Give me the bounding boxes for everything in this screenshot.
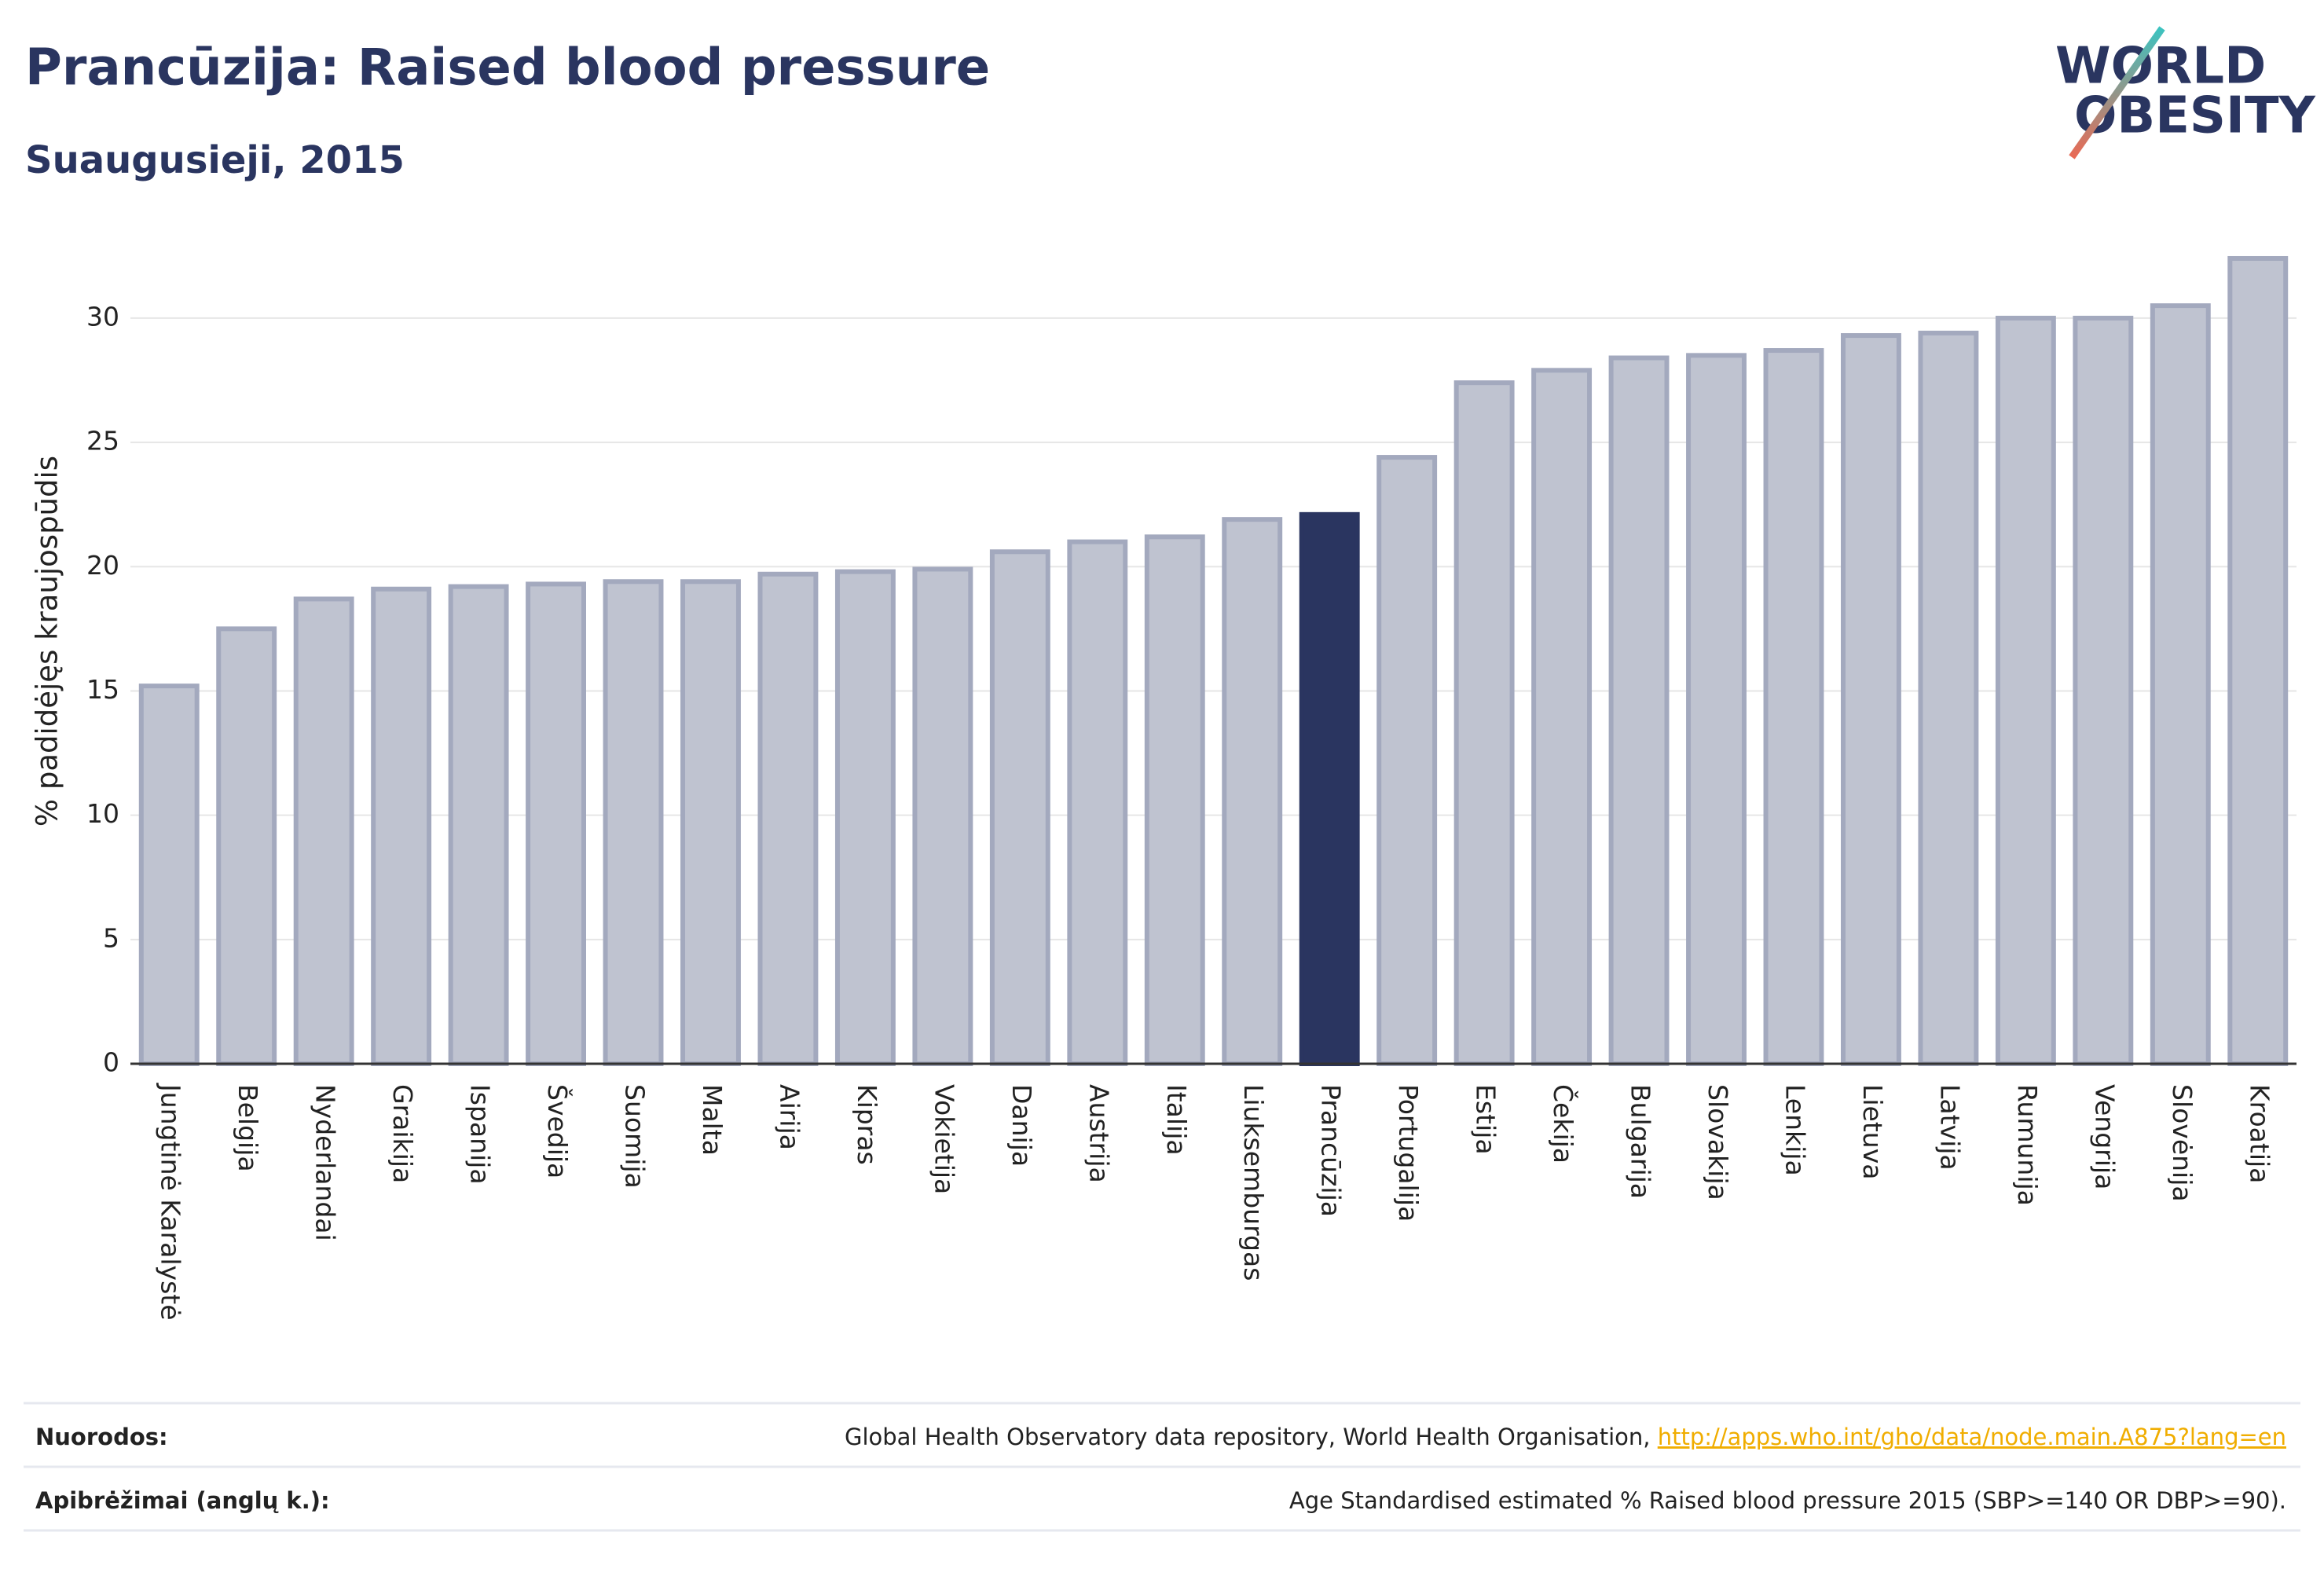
y-tick-label: 25 xyxy=(86,426,119,456)
bar xyxy=(757,571,819,1066)
x-tick-label: Danija xyxy=(1006,1084,1037,1167)
bar xyxy=(603,579,664,1066)
logo-slash xyxy=(2069,26,2165,159)
bar xyxy=(680,579,741,1066)
bar xyxy=(2227,255,2289,1066)
x-tick-label: Lenkija xyxy=(1780,1084,1810,1176)
sources-link[interactable]: http://apps.who.int/gho/data/node.main.A… xyxy=(1658,1424,2286,1450)
chart-title: Prancūzija: Raised blood pressure xyxy=(25,39,990,97)
x-tick-label: Malta xyxy=(697,1084,728,1156)
x-tick-label: Prancūzija xyxy=(1316,1084,1347,1217)
bar xyxy=(293,596,354,1066)
logo-text: WORLD xyxy=(2055,38,2266,96)
y-tick-label: 0 xyxy=(103,1047,119,1078)
sources: Global Health Observatory data repositor… xyxy=(845,1424,2286,1450)
x-tick-label: Airija xyxy=(774,1084,805,1150)
x-tick-label: Latvija xyxy=(1934,1084,1965,1171)
bar xyxy=(1222,517,1283,1066)
x-tick-label: Rumunija xyxy=(2012,1084,2043,1206)
bar xyxy=(1840,333,1901,1066)
bar xyxy=(526,581,587,1066)
bar xyxy=(1067,539,1128,1066)
y-tick-label: 15 xyxy=(86,674,119,705)
x-tick-label: Lietuva xyxy=(1857,1084,1888,1179)
bar xyxy=(834,569,896,1066)
bar xyxy=(1299,511,1360,1066)
bar xyxy=(1376,455,1438,1066)
x-tick-label: Estija xyxy=(1471,1084,1501,1155)
y-axis-label: % padidėjęs kraujospūdis xyxy=(31,456,64,826)
y-tick-label: 20 xyxy=(86,550,119,581)
bar xyxy=(1531,368,1593,1066)
chart-subtitle: Suaugusieji, 2015 xyxy=(25,138,405,182)
x-tick-label: Liuksemburgas xyxy=(1238,1084,1269,1281)
x-tick-label: Švedija xyxy=(542,1084,574,1178)
x-tick-label: Suomija xyxy=(620,1084,651,1189)
x-tick-label: Graikija xyxy=(387,1084,418,1183)
x-tick-label: Kipras xyxy=(852,1084,882,1165)
x-tick-label: Portugalija xyxy=(1393,1084,1424,1222)
bar xyxy=(2150,303,2211,1067)
bar xyxy=(371,586,432,1066)
bar xyxy=(1608,355,1670,1066)
bar xyxy=(1453,380,1515,1066)
x-tick-label: Vokietija xyxy=(929,1084,959,1194)
y-tick-label: 5 xyxy=(103,922,119,953)
definitions-label: Apibrėžimai (anglų k.): xyxy=(35,1487,330,1514)
x-tick-label: Ispanija xyxy=(465,1084,496,1185)
definitions-text: Age Standardised estimated % Raised bloo… xyxy=(1289,1487,2286,1514)
x-tick-label: Vengrija xyxy=(2089,1084,2120,1189)
x-tick-label: Nyderlandai xyxy=(310,1084,341,1241)
bar xyxy=(1995,315,2056,1066)
y-tick-label: 30 xyxy=(86,301,119,332)
bar xyxy=(138,684,200,1066)
x-tick-label: Slovėnija xyxy=(2167,1084,2198,1202)
bar xyxy=(989,549,1050,1066)
bar xyxy=(1918,330,1979,1066)
x-tick-label: Slovakija xyxy=(1703,1084,1733,1200)
x-tick-label: Austrija xyxy=(1083,1084,1114,1183)
sources-label: Nuorodos: xyxy=(35,1424,168,1450)
x-tick-label: Belgija xyxy=(233,1084,263,1172)
x-tick-label: Italija xyxy=(1161,1084,1192,1156)
x-tick-label: Čekija xyxy=(1548,1084,1579,1164)
bar xyxy=(216,626,277,1066)
x-tick-label: Bulgarija xyxy=(1626,1084,1656,1199)
bar xyxy=(912,566,973,1066)
x-tick-label: Jungtinė Karalystė xyxy=(156,1083,186,1321)
x-tick-label: Kroatija xyxy=(2244,1084,2275,1183)
bar xyxy=(1144,534,1205,1066)
bar xyxy=(1686,353,1747,1066)
y-tick-label: 10 xyxy=(86,798,119,829)
logo-text: OBESITY xyxy=(2074,87,2315,145)
sources-text: Global Health Observatory data repositor… xyxy=(845,1424,1658,1450)
bar xyxy=(1763,348,1824,1066)
bar xyxy=(448,584,509,1066)
bar xyxy=(2073,315,2134,1066)
